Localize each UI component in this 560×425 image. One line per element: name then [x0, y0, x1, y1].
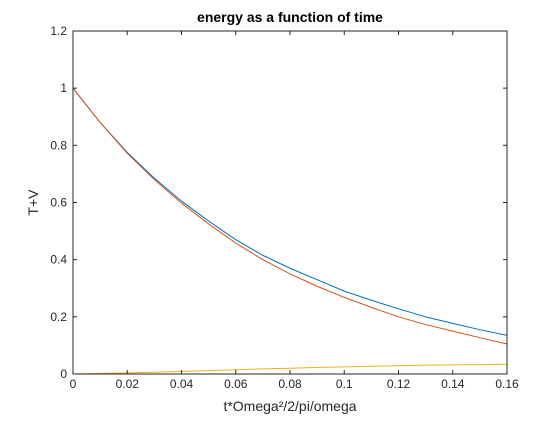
- x-tick-label: 0.1: [336, 377, 353, 391]
- x-tick-label: 0.06: [224, 377, 248, 391]
- x-tick-label: 0.02: [116, 377, 140, 391]
- x-axis-label: t*Omega²/2/pi/omega: [223, 398, 356, 414]
- axes-layer: [72, 30, 508, 375]
- x-tick-label: 0.12: [387, 377, 411, 391]
- x-tick-label: 0: [70, 377, 77, 391]
- y-axis-label: T+V: [25, 189, 41, 216]
- x-tick-label: 0.08: [278, 377, 302, 391]
- series-line-2: [72, 87, 508, 345]
- plot-box: [72, 30, 508, 375]
- y-tick-label: 0.4: [50, 253, 67, 267]
- chart-title: energy as a function of time: [197, 9, 383, 25]
- y-tick-label: 0: [60, 367, 67, 381]
- x-tick-label: 0.04: [170, 377, 194, 391]
- y-tick-label: 1.2: [50, 24, 67, 38]
- series-line-3: [72, 363, 508, 375]
- series-line-1: [72, 87, 508, 336]
- y-tick-label: 0.6: [50, 196, 67, 210]
- x-tick-label: 0.16: [495, 377, 519, 391]
- y-tick-label: 0.8: [50, 138, 67, 152]
- y-tick-label: 0.2: [50, 310, 67, 324]
- y-tick-label: 1: [60, 81, 67, 95]
- x-tick-label: 0.14: [441, 377, 465, 391]
- ticks-layer: 0 0.02 0.04 0.06 0.08 0.1 0.12 0.14 0.16 0 0.2 0.4 0…: [50, 24, 519, 391]
- series-layer: [72, 87, 508, 375]
